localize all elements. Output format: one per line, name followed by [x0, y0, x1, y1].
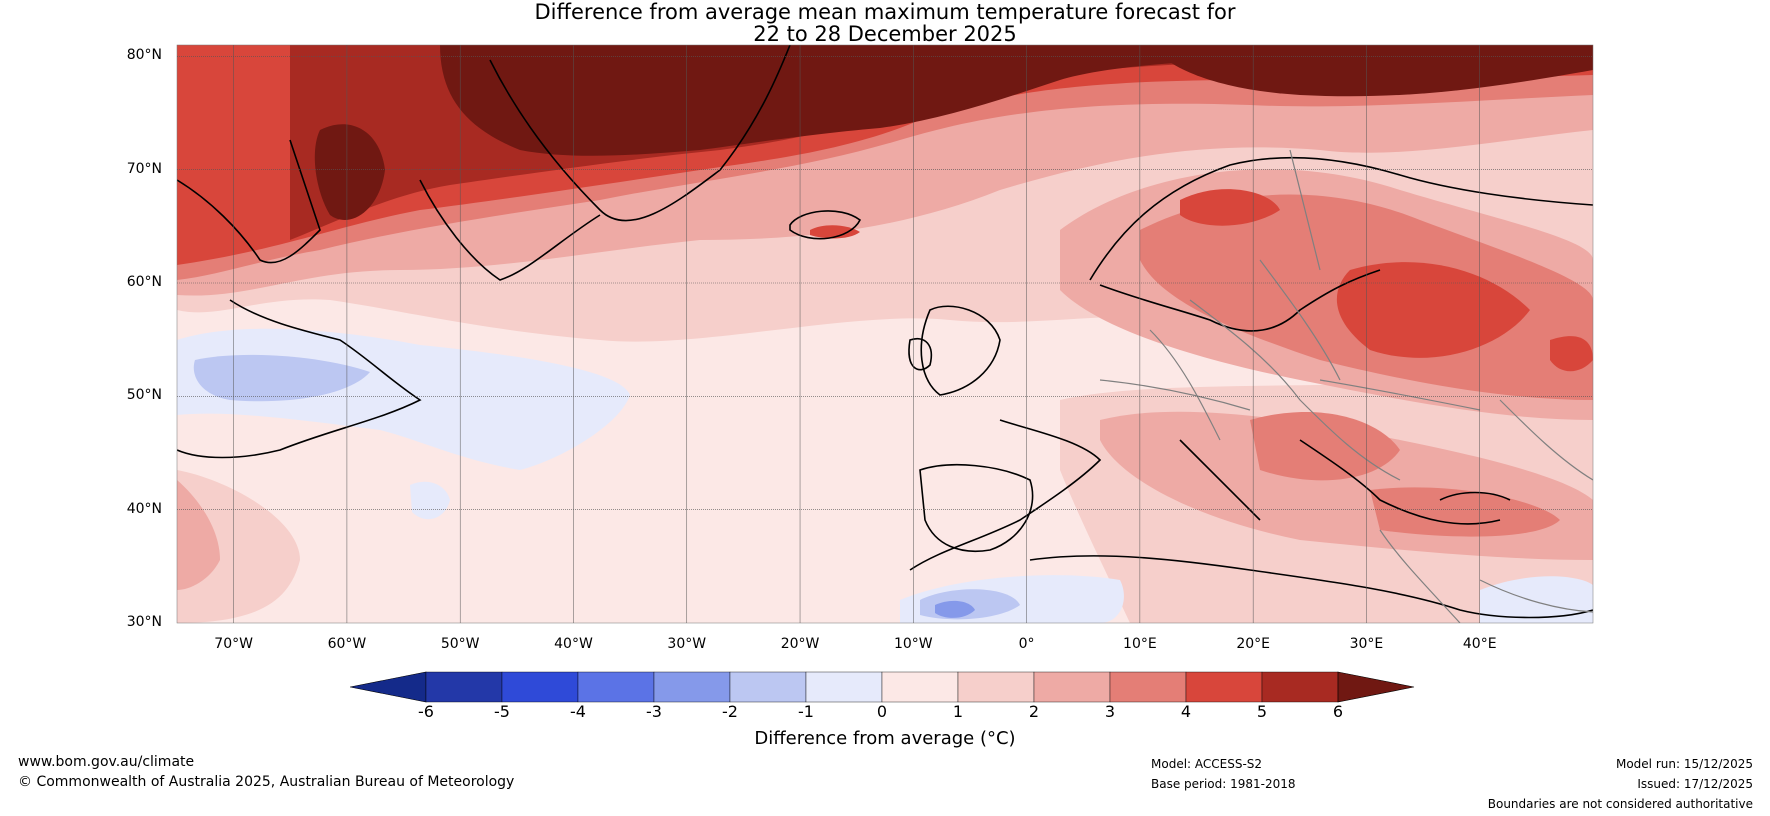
- issued-info: Issued: 17/12/2025: [1637, 777, 1753, 791]
- latitude-label: 80°N: [126, 47, 162, 64]
- longitude-label: 10°E: [1123, 636, 1157, 652]
- base-period-info: Base period: 1981-2018: [1151, 777, 1296, 791]
- colorbar-tick-label: 5: [1256, 702, 1268, 721]
- colorbar-bin: [1033, 671, 1111, 703]
- colorbar-bin: [1185, 671, 1263, 703]
- iberia-coastline: [919, 464, 1034, 552]
- longitude-label: 20°E: [1236, 636, 1270, 652]
- colorbar-label: Difference from average (°C): [754, 728, 1016, 749]
- longitude-label: 10°W: [893, 636, 933, 652]
- model-run-info: Model run: 15/12/2025: [1615, 757, 1753, 771]
- map-graticule: [177, 45, 1593, 623]
- colorbar-tick-label: -3: [646, 702, 662, 721]
- website-link[interactable]: www.bom.gov.au/climate: [18, 754, 195, 770]
- disclaimer-text: Boundaries are not considered authoritat…: [1487, 797, 1753, 811]
- colorbar-bin: [501, 671, 579, 703]
- british-isles-coastline: [920, 305, 1001, 396]
- colorbar-bin: [653, 671, 731, 703]
- colorbar-bin: [881, 671, 959, 703]
- colorbar-tick-label: 0: [876, 702, 888, 721]
- colorbar-bin: [1261, 671, 1339, 703]
- copyright-text: © Commonwealth of Australia 2025, Austra…: [18, 774, 515, 790]
- colorbar-tick-label: -4: [570, 702, 586, 721]
- longitude-label: 30°W: [667, 636, 707, 652]
- longitude-label: 0°: [1018, 636, 1035, 652]
- longitude-label: 30°E: [1349, 636, 1384, 652]
- latitude-label: 70°N: [126, 160, 162, 177]
- latitude-label: 40°N: [126, 500, 162, 517]
- latitude-label: 50°N: [126, 387, 162, 404]
- colorbar-bin: [425, 671, 503, 703]
- latitude-label: 60°N: [126, 274, 162, 290]
- colorbar-tick-label: -2: [722, 702, 738, 721]
- anomaly-band-gt6: [440, 45, 1593, 156]
- colorbar-tick-label: 4: [1180, 702, 1192, 721]
- colorbar-tick-label: 1: [952, 702, 964, 721]
- colorbar-tick-label: -1: [798, 702, 814, 721]
- longitude-label: 40°E: [1462, 636, 1497, 652]
- colorbar-low-extend: [350, 671, 427, 703]
- colorbar-tick-label: 6: [1332, 702, 1344, 721]
- colorbar-tick-label: 2: [1028, 702, 1040, 721]
- colorbar-bin: [729, 671, 807, 703]
- map-title-line1: Difference from average mean maximum tem…: [534, 0, 1236, 24]
- longitude-label: 60°W: [327, 636, 367, 652]
- longitude-label: 70°W: [214, 636, 253, 652]
- latitude-label: 30°N: [126, 614, 162, 630]
- colorbar-tick-label: -5: [494, 702, 510, 721]
- longitude-label: 40°W: [554, 636, 593, 652]
- map-title-line2: 22 to 28 December 2025: [753, 22, 1017, 46]
- colorbar-bin: [1109, 671, 1187, 703]
- longitude-label: 20°W: [780, 636, 820, 652]
- colorbar-bin: [805, 671, 883, 703]
- country-borders: [1099, 149, 1593, 623]
- colorbar-bin: [577, 671, 655, 703]
- colorbar-high-extend: [1337, 671, 1415, 703]
- model-info: Model: ACCESS-S2: [1151, 757, 1263, 771]
- longitude-label: 50°W: [440, 636, 480, 652]
- greenland-coastline: [489, 45, 791, 222]
- colorbar-bin: [957, 671, 1035, 703]
- iceland-coastline: [789, 210, 862, 240]
- colorbar: [350, 671, 1415, 703]
- map-plot-area: [177, 45, 1593, 623]
- colorbar-tick-label: -6: [418, 702, 434, 721]
- colorbar-tick-label: 3: [1104, 702, 1116, 721]
- coastlines: [177, 45, 1593, 619]
- anomaly-band-neg2-neg1: [193, 354, 370, 402]
